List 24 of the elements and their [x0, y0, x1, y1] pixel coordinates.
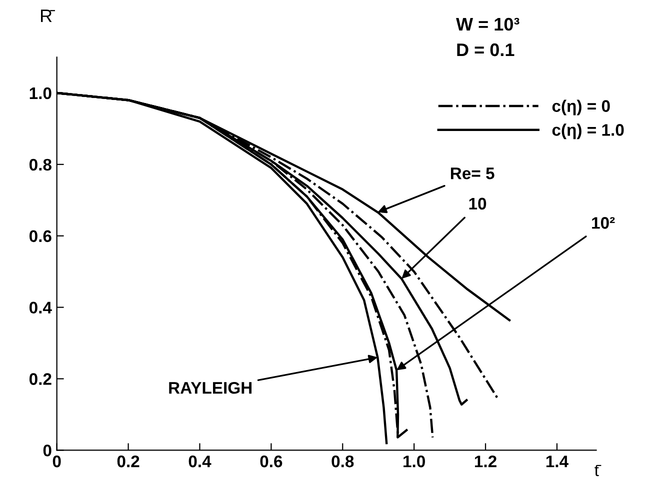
y-tick-label: 0.4 — [29, 302, 52, 314]
annotation: 10² — [592, 217, 615, 229]
annotation: RAYLEIGH — [169, 382, 252, 394]
annotation: 10 — [469, 198, 486, 210]
x-axis-title: t̄ — [594, 464, 602, 476]
x-tick-label: 1.2 — [474, 456, 496, 468]
text: c(η) = 1.0 — [552, 124, 624, 140]
y-tick-label: 0.2 — [29, 373, 52, 385]
x-tick-label: 0 — [52, 456, 61, 468]
text: c(η) = 0 — [552, 100, 610, 116]
x-tick-label: 0.2 — [117, 456, 140, 468]
x-tick-label: 1.4 — [546, 456, 568, 468]
y-tick-label: 0.6 — [29, 230, 52, 242]
x-tick-label: 0.8 — [332, 456, 354, 468]
y-tick-label: 1.0 — [30, 87, 52, 100]
y-tick-label: 0 — [43, 444, 52, 456]
text: D = 0.1 — [457, 43, 514, 56]
x-tick-label: 0.6 — [260, 456, 282, 468]
annotation: Re= 5 — [450, 168, 494, 180]
y-axis-title: R̄ — [41, 10, 55, 22]
y-tick-label: 0.8 — [29, 158, 52, 171]
x-tick-label: 1.0 — [404, 456, 425, 468]
x-tick-label: 0.4 — [188, 456, 212, 468]
text: W = 10³ — [456, 18, 520, 31]
